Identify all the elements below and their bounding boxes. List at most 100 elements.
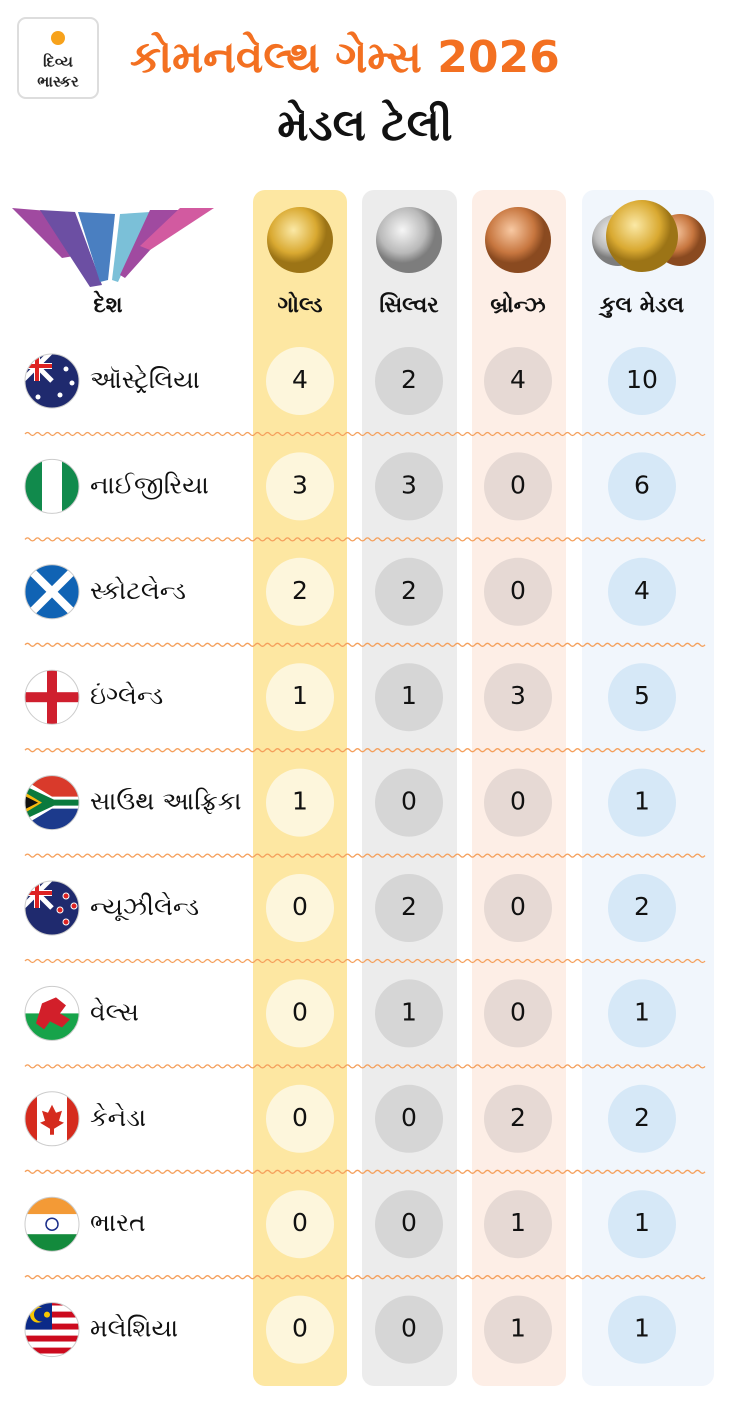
medal-count: 5 bbox=[634, 681, 650, 710]
row-divider bbox=[24, 853, 706, 858]
country-name: નાઈજીરિયા bbox=[90, 470, 209, 499]
medal-count: 1 bbox=[634, 1208, 650, 1237]
medal-count: 4 bbox=[634, 576, 650, 605]
medal-badge bbox=[266, 663, 334, 732]
country-name: સ્કોટલેન્ડ bbox=[90, 576, 186, 605]
medal-count: 0 bbox=[510, 576, 526, 605]
medal-count: 1 bbox=[510, 1208, 526, 1237]
medal-icons bbox=[267, 200, 706, 273]
medal-count: 0 bbox=[510, 997, 526, 1026]
medal-badge bbox=[266, 1295, 334, 1364]
medal-count: 1 bbox=[634, 1314, 650, 1343]
medal-count: 0 bbox=[292, 1103, 308, 1132]
flag bbox=[25, 459, 79, 514]
medal-count: 0 bbox=[292, 1314, 308, 1343]
medal-count: 2 bbox=[401, 892, 417, 921]
medal-badge bbox=[375, 347, 443, 415]
medal-badge bbox=[484, 557, 552, 626]
medal-count: 1 bbox=[510, 1314, 526, 1343]
medal-badge bbox=[375, 452, 443, 521]
column-header: સિલ્વર bbox=[379, 292, 439, 318]
medal-badge bbox=[266, 1084, 334, 1153]
medal-count: 0 bbox=[510, 787, 526, 816]
medal-badge bbox=[375, 1190, 443, 1259]
row-divider bbox=[24, 642, 706, 647]
medal-badge bbox=[608, 768, 676, 837]
medal-count: 1 bbox=[634, 997, 650, 1026]
medal-badge bbox=[375, 979, 443, 1048]
medal-count: 0 bbox=[510, 892, 526, 921]
medal-badge bbox=[266, 452, 334, 521]
row-divider bbox=[24, 1064, 706, 1069]
medal-badge bbox=[375, 768, 443, 837]
medal-count: 3 bbox=[510, 681, 526, 710]
medal-badge bbox=[484, 1084, 552, 1153]
brand-logo: દિવ્ય ભાસ્કર bbox=[17, 17, 99, 99]
medal-count: 10 bbox=[626, 365, 658, 394]
medal-badge bbox=[608, 1084, 676, 1153]
medal-count: 0 bbox=[401, 787, 417, 816]
medal-badge bbox=[484, 452, 552, 521]
medal-badge bbox=[266, 979, 334, 1048]
flag bbox=[25, 1302, 79, 1357]
country-name: મલેશિયા bbox=[90, 1314, 178, 1343]
medal-count: 2 bbox=[510, 1103, 526, 1132]
medal-count: 2 bbox=[634, 892, 650, 921]
medal-count: 0 bbox=[510, 470, 526, 499]
country-name: ઇંગ્લેન્ડ bbox=[90, 681, 163, 710]
medal-badge bbox=[608, 663, 676, 732]
medal-count: 0 bbox=[292, 997, 308, 1026]
brand-line: ભાસ્કર bbox=[37, 73, 79, 91]
medal-badge bbox=[608, 347, 676, 415]
row-divider bbox=[24, 431, 706, 437]
medal-badge bbox=[266, 1190, 334, 1259]
medal-badge bbox=[608, 874, 676, 942]
medal-count: 1 bbox=[292, 787, 308, 816]
medal-count: 3 bbox=[292, 470, 308, 499]
medal-badge bbox=[484, 663, 552, 732]
medal-badge bbox=[484, 1295, 552, 1364]
row-divider bbox=[24, 537, 706, 542]
games-logo bbox=[12, 208, 214, 287]
medal-count: 6 bbox=[634, 470, 650, 499]
country-name: વેલ્સ bbox=[90, 997, 139, 1026]
medal-badge bbox=[484, 874, 552, 942]
column-header: ગોલ્ડ bbox=[277, 291, 322, 318]
medal-badge bbox=[608, 979, 676, 1048]
medal-count: 4 bbox=[292, 365, 308, 394]
country-name: સાઉથ આફ્રિકા bbox=[90, 787, 241, 816]
brand-line: દિવ્ય bbox=[43, 53, 73, 71]
medal-count: 0 bbox=[292, 892, 308, 921]
row-divider bbox=[24, 1169, 706, 1174]
medal-badge bbox=[375, 1084, 443, 1153]
medal-count: 2 bbox=[634, 1103, 650, 1132]
medal-count: 1 bbox=[401, 681, 417, 710]
medal-count: 1 bbox=[401, 997, 417, 1026]
column-header: દેશ bbox=[93, 290, 122, 318]
subtitle: મેડલ ટેલી bbox=[277, 99, 452, 151]
flag bbox=[25, 354, 79, 408]
medal-count: 3 bbox=[401, 470, 417, 499]
medal-badge bbox=[266, 874, 334, 942]
medal-badge bbox=[484, 979, 552, 1048]
medal-count: 0 bbox=[401, 1208, 417, 1237]
country-name: કેનેડા bbox=[90, 1103, 146, 1132]
title: કોમનવેલ્થ ગેમ્સ 2026 bbox=[130, 31, 560, 83]
row-divider bbox=[24, 958, 706, 964]
country-name: ભારત bbox=[90, 1208, 146, 1237]
medal-badge bbox=[484, 1190, 552, 1259]
medal-count: 1 bbox=[634, 787, 650, 816]
flag bbox=[25, 670, 79, 725]
medal-badge bbox=[608, 1190, 676, 1259]
flag bbox=[25, 1197, 79, 1252]
column-header: કુલ મેડલ bbox=[597, 291, 684, 319]
medal-count: 1 bbox=[292, 681, 308, 710]
medal-count: 2 bbox=[292, 576, 308, 605]
medal-badge bbox=[375, 1295, 443, 1364]
medal-badge bbox=[266, 768, 334, 837]
medal-badge bbox=[484, 347, 552, 415]
medal-badge bbox=[608, 557, 676, 626]
medal-count: 0 bbox=[401, 1314, 417, 1343]
medal-count: 0 bbox=[292, 1208, 308, 1237]
